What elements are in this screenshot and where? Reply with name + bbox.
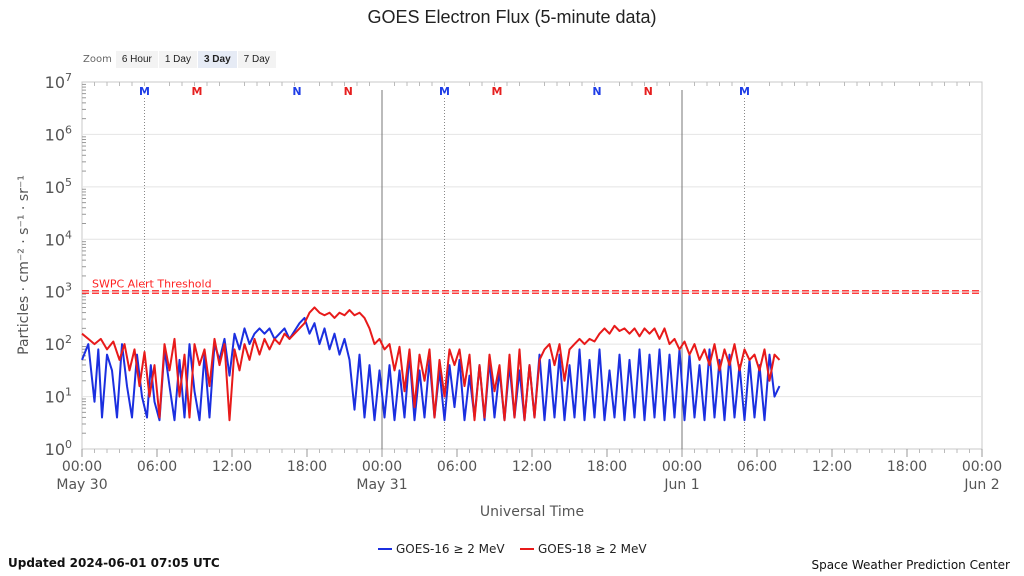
x-tick-label: 00:00 <box>962 459 1002 475</box>
zoom-1-day-button[interactable]: 1 Day <box>158 50 197 68</box>
x-date-label: Jun 2 <box>963 477 999 493</box>
x-axis-ticks: 00:00 May 30 06:00 12:00 18:00 00:00 May 31 06:… <box>56 82 1002 493</box>
zoom-7-day-button[interactable]: 7 Day <box>237 50 276 68</box>
x-date-label: May 31 <box>356 477 407 493</box>
x-axis-label: Universal Time <box>480 504 584 520</box>
updated-timestamp: Updated 2024-06-01 07:05 UTC <box>8 556 220 570</box>
x-tick-label: 18:00 <box>287 459 327 475</box>
y-tick-label: 105 <box>45 176 72 197</box>
series-lines <box>81 306 781 422</box>
y-tick-label: 101 <box>45 386 72 407</box>
x-tick-label: 12:00 <box>812 459 852 475</box>
chart-title: GOES Electron Flux (5-minute data) <box>367 7 656 27</box>
zoom-6-hour-button[interactable]: 6 Hour <box>115 50 158 68</box>
series-line-2 <box>81 306 781 422</box>
alert-threshold: SWPC Alert Threshold <box>82 278 982 294</box>
x-tick-label: 00:00 <box>62 459 102 475</box>
credit-text: Space Weather Prediction Center <box>811 558 1010 572</box>
x-tick-label: 00:00 <box>362 459 402 475</box>
threshold-label: SWPC Alert Threshold <box>92 278 212 291</box>
x-tick-label: 00:00 <box>662 459 702 475</box>
marker-label: M <box>192 85 203 98</box>
x-tick-label: 06:00 <box>737 459 777 475</box>
x-tick-label: 18:00 <box>587 459 627 475</box>
y-tick-label: 107 <box>45 71 72 92</box>
y-axis-label: Particles · cm⁻² · s⁻¹ · sr⁻¹ <box>16 175 32 355</box>
y-tick-label: 106 <box>45 123 72 144</box>
y-tick-label: 100 <box>45 438 72 459</box>
legend-label-2: GOES-18 ≥ 2 MeV <box>538 542 647 556</box>
x-date-label: May 30 <box>56 477 107 493</box>
marker-label: N <box>644 85 653 98</box>
x-tick-label: 18:00 <box>887 459 927 475</box>
marker-label: N <box>592 85 601 98</box>
marker-label: N <box>344 85 353 98</box>
marker-label: M <box>139 85 150 98</box>
legend-label-1: GOES-16 ≥ 2 MeV <box>396 542 505 556</box>
marker-label: N <box>292 85 301 98</box>
zoom-3-day-button[interactable]: 3 Day <box>197 50 237 68</box>
marker-label: M <box>492 85 503 98</box>
y-tick-label: 104 <box>45 228 72 249</box>
y-tick-label: 103 <box>45 281 72 302</box>
zoom-label: Zoom <box>83 53 112 65</box>
x-tick-label: 12:00 <box>512 459 552 475</box>
marker-label: M <box>439 85 450 98</box>
y-axis-ticks: 100 101 102 103 104 105 106 107 <box>45 71 86 459</box>
zoom-bar: Zoom 6 Hour 1 Day 3 Day 7 Day <box>83 49 277 69</box>
x-tick-label: 06:00 <box>437 459 477 475</box>
x-date-label: Jun 1 <box>663 477 699 493</box>
marker-label: M <box>739 85 750 98</box>
x-tick-label: 12:00 <box>212 459 252 475</box>
x-tick-label: 06:00 <box>137 459 177 475</box>
y-tick-label: 102 <box>45 333 72 354</box>
legend: GOES-16 ≥ 2 MeV GOES-18 ≥ 2 MeV <box>378 542 647 556</box>
